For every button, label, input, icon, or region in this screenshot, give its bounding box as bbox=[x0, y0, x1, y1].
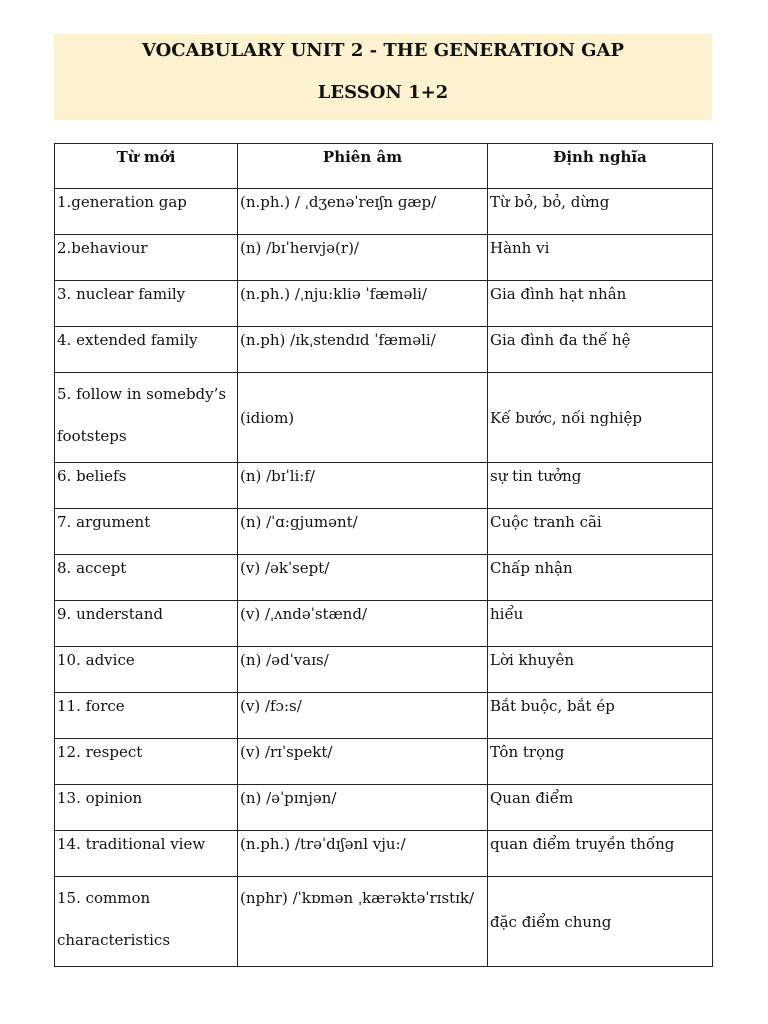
cell-meaning: Cuộc tranh cãi bbox=[487, 508, 713, 555]
table-row: 10. advice (n) /ədˈvaɪs/Lời khuyên bbox=[54, 646, 713, 693]
table-row: 5. follow in somebdy’s footsteps (idiom) K… bbox=[54, 372, 713, 463]
cell-meaning: hiểu bbox=[487, 600, 713, 647]
cell-word: 10. advice bbox=[54, 646, 238, 693]
cell-word: 2.behaviour bbox=[54, 234, 238, 281]
cell-word: 13. opinion bbox=[54, 784, 238, 831]
cell-word: 6. beliefs bbox=[54, 462, 238, 509]
cell-word: 15. common characteristics bbox=[54, 876, 238, 967]
cell-meaning: Kế bước, nối nghiệp bbox=[487, 372, 713, 463]
cell-meaning: Gia đình đa thế hệ bbox=[487, 326, 713, 373]
table-row: 2.behaviour (n) /bɪˈheɪvjə(r)/Hành vi bbox=[54, 234, 713, 281]
header-word: Từ mới bbox=[54, 143, 238, 189]
header-phonetic: Phiên âm bbox=[237, 143, 488, 189]
table-row: 15. common characteristics (nphr) /ˈkɒmən… bbox=[54, 876, 713, 967]
cell-phonetic: (n.ph) /ɪkˌstendɪd ˈfæməli/ bbox=[237, 326, 488, 373]
cell-phonetic: (n) /əˈpɪnjən/ bbox=[237, 784, 488, 831]
cell-phonetic: (idiom) bbox=[237, 372, 488, 463]
table-row: 4. extended family (n.ph) /ɪkˌstendɪd ˈfæ… bbox=[54, 326, 713, 373]
cell-phonetic: (v) /ˌʌndəˈstænd/ bbox=[237, 600, 488, 647]
cell-phonetic: (v) /fɔ:s/ bbox=[237, 692, 488, 739]
document-title: VOCABULARY UNIT 2 - THE GENERATION GAP bbox=[141, 40, 625, 61]
table-row: 8. accept (v) /əkˈsept/Chấp nhận bbox=[54, 554, 713, 601]
cell-word: 4. extended family bbox=[54, 326, 238, 373]
cell-word: 1.generation gap bbox=[54, 188, 238, 235]
cell-phonetic: (n) /bɪˈheɪvjə(r)/ bbox=[237, 234, 488, 281]
cell-phonetic: (n.ph.) /ˌnju:kliə ˈfæməli/ bbox=[237, 280, 488, 327]
cell-word: 5. follow in somebdy’s footsteps bbox=[54, 372, 238, 463]
cell-meaning: đặc điểm chung bbox=[487, 876, 713, 967]
table-row: 11. force (v) /fɔ:s/Bắt buộc, bắt ép bbox=[54, 692, 713, 739]
cell-meaning: Hành vi bbox=[487, 234, 713, 281]
cell-meaning: Bắt buộc, bắt ép bbox=[487, 692, 713, 739]
table-row: 7. argument (n) /ˈɑ:gjumənt/Cuộc tranh cã… bbox=[54, 508, 713, 555]
document-subtitle: LESSON 1+2 bbox=[317, 82, 449, 103]
cell-phonetic: (n.ph.) / ˌdʒenəˈreɪʃn ɡæp/ bbox=[237, 188, 488, 235]
cell-phonetic: (n) /ˈɑ:gjumənt/ bbox=[237, 508, 488, 555]
title-banner: VOCABULARY UNIT 2 - THE GENERATION GAP L… bbox=[54, 34, 712, 120]
table-row: 1.generation gap (n.ph.) / ˌdʒenəˈreɪʃn ɡ… bbox=[54, 188, 713, 235]
cell-meaning: quan điểm truyền thống bbox=[487, 830, 713, 877]
cell-meaning: Tôn trọng bbox=[487, 738, 713, 785]
cell-meaning: Chấp nhận bbox=[487, 554, 713, 601]
cell-word: 8. accept bbox=[54, 554, 238, 601]
table-row: 14. traditional view (n.ph.) /trəˈdɪʃənl … bbox=[54, 830, 713, 877]
table-row: 6. beliefs (n) /bɪˈli:f/ sự tin tưởng bbox=[54, 462, 713, 509]
cell-word: 11. force bbox=[54, 692, 238, 739]
cell-phonetic: (nphr) /ˈkɒmən ˌkærəktəˈrɪstɪk/ bbox=[237, 876, 488, 967]
cell-phonetic: (v) /rɪˈspekt/ bbox=[237, 738, 488, 785]
table-row: 13. opinion (n) /əˈpɪnjən/Quan điểm bbox=[54, 784, 713, 831]
cell-meaning: Từ bỏ, bỏ, dừng bbox=[487, 188, 713, 235]
cell-word: 9. understand bbox=[54, 600, 238, 647]
cell-word: 3. nuclear family bbox=[54, 280, 238, 327]
vocabulary-table: Từ mới Phiên âm Định nghĩa 1.generation … bbox=[54, 143, 713, 967]
cell-meaning: Quan điểm bbox=[487, 784, 713, 831]
cell-word: 12. respect bbox=[54, 738, 238, 785]
cell-meaning: sự tin tưởng bbox=[487, 462, 713, 509]
cell-phonetic: (n.ph.) /trəˈdɪʃənl vju:/ bbox=[237, 830, 488, 877]
cell-meaning: Gia đình hạt nhân bbox=[487, 280, 713, 327]
header-meaning: Định nghĩa bbox=[487, 143, 713, 189]
table-row: 9. understand (v) /ˌʌndəˈstænd/hiểu bbox=[54, 600, 713, 647]
cell-meaning: Lời khuyên bbox=[487, 646, 713, 693]
cell-phonetic: (n) /bɪˈli:f/ bbox=[237, 462, 488, 509]
table-row: 12. respect (v) /rɪˈspekt/Tôn trọng bbox=[54, 738, 713, 785]
cell-word: 7. argument bbox=[54, 508, 238, 555]
table-header-row: Từ mới Phiên âm Định nghĩa bbox=[54, 143, 713, 189]
cell-word: 14. traditional view bbox=[54, 830, 238, 877]
cell-phonetic: (n) /ədˈvaɪs/ bbox=[237, 646, 488, 693]
table-row: 3. nuclear family (n.ph.) /ˌnju:kliə ˈfæm… bbox=[54, 280, 713, 327]
cell-phonetic: (v) /əkˈsept/ bbox=[237, 554, 488, 601]
